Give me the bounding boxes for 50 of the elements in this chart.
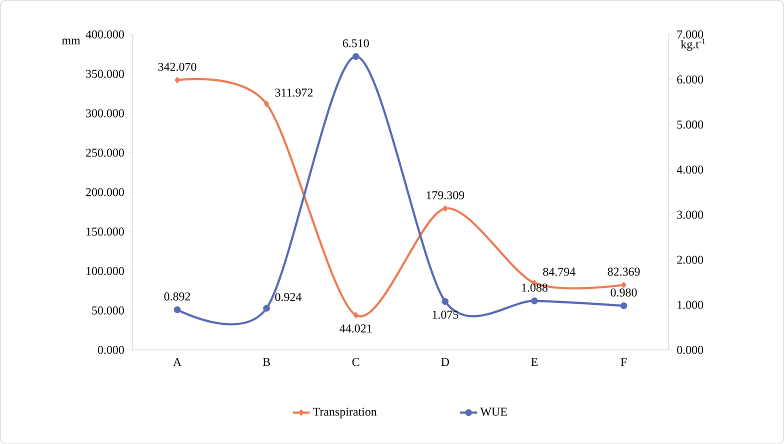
y-tick-label: 50.000	[92, 306, 124, 314]
data-label: 6.510	[342, 38, 369, 48]
y-tick-label: 150.000	[86, 227, 124, 236]
y-tick-label: 400.000	[86, 30, 124, 38]
y2-tick-label: 7.000	[677, 30, 704, 38]
y-axis-title: mm	[62, 38, 80, 44]
point	[531, 297, 538, 304]
point	[263, 304, 270, 312]
y2-tick-label: 2.000	[677, 255, 704, 264]
point	[621, 281, 626, 288]
y2-tick-label: 3.000	[677, 210, 704, 219]
y-tick-label: 100.000	[86, 266, 124, 275]
x-tick-label: E	[531, 358, 538, 366]
legend-label: Transpiration	[313, 408, 377, 418]
x-tick-label: F	[620, 358, 627, 366]
data-label: 311.972	[275, 88, 313, 96]
data-label: 0.892	[164, 292, 190, 300]
y-tick-label: 350.000	[86, 70, 124, 78]
y2-tick-label: 0.000	[677, 346, 704, 354]
y2-tick-label: 6.000	[677, 75, 704, 84]
y-tick-label: 300.000	[86, 109, 124, 118]
data-label: 1.088	[522, 283, 548, 292]
y-tick-label: 200.000	[86, 188, 124, 196]
x-tick-label: D	[441, 358, 450, 366]
point	[174, 76, 180, 84]
y2-axis-title: kg.t$^{-1}$	[680, 38, 706, 51]
point	[264, 100, 270, 108]
data-label: 44.021	[340, 324, 372, 332]
y-tick-label: 250.000	[86, 148, 124, 157]
y-tick-label: 0.000	[98, 346, 124, 354]
data-label: 0.924	[275, 292, 302, 301]
y2-tick-label: 1.000	[678, 300, 704, 309]
point	[620, 302, 628, 309]
x-tick-label: C	[352, 358, 360, 366]
point	[442, 298, 449, 305]
x-tick-label: A	[173, 358, 182, 366]
data-label: 0.980	[610, 288, 637, 296]
legend-label: WUE	[480, 408, 507, 416]
x-tick-label: B	[262, 358, 270, 366]
point	[442, 204, 448, 212]
y2-tick-label: 4.000	[676, 165, 704, 174]
data-label: 84.794	[543, 267, 576, 276]
data-label: 82.369	[608, 267, 640, 276]
y2-tick-label: 5.000	[677, 120, 704, 128]
point	[352, 52, 360, 60]
point	[353, 312, 359, 318]
data-label: 342.070	[158, 62, 196, 71]
data-label: 179.309	[426, 190, 464, 200]
point	[174, 306, 181, 313]
data-label: 1.075	[432, 310, 458, 319]
